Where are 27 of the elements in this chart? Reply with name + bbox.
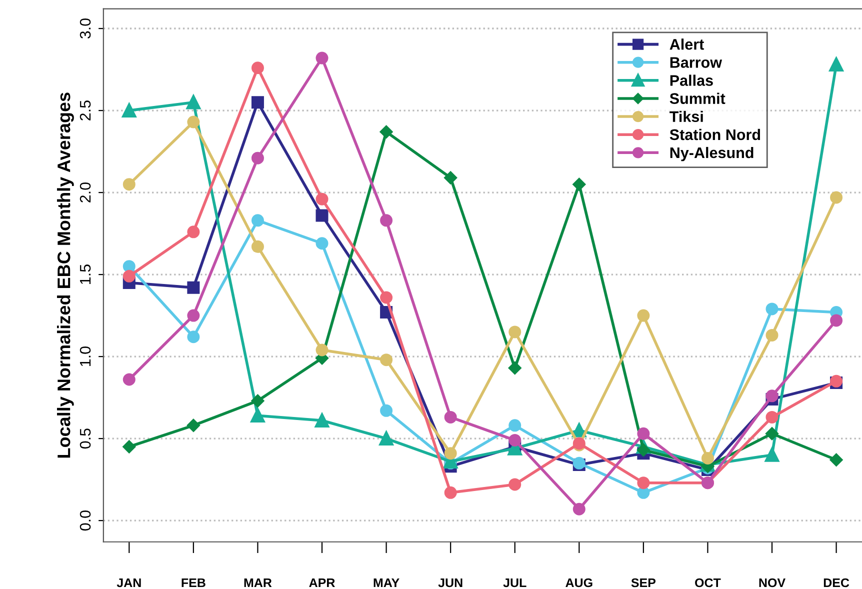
y-tick-label: 0.5: [80, 428, 91, 449]
legend-label: Barrow: [670, 57, 722, 68]
y-tick-label: 3.0: [80, 18, 91, 39]
x-tick-label: JAN: [116, 578, 141, 588]
x-tick-label: OCT: [695, 578, 721, 588]
x-tick-label: DEC: [824, 578, 850, 588]
y-tick-label: 2.5: [80, 100, 91, 120]
legend-label: Alert: [670, 38, 704, 50]
x-tick-label: AUG: [566, 578, 592, 588]
x-tick-label: FEB: [182, 578, 206, 588]
y-axis-title: Locally Normalized EBC Monthly Averages: [57, 92, 74, 458]
legend-label: Ny-Alesund: [670, 146, 754, 162]
x-tick-label: APR: [309, 578, 335, 588]
y-tick-label: 0.0: [80, 510, 91, 531]
x-tick-label: NOV: [759, 578, 786, 588]
x-tick-label: MAY: [374, 578, 400, 588]
x-tick-label: JUN: [438, 578, 462, 588]
x-tick-label: JUL: [503, 578, 526, 588]
legend-label: Pallas: [670, 74, 713, 86]
y-tick-label: 1.5: [80, 264, 91, 284]
x-tick-label: SEP: [631, 578, 656, 588]
x-tick-label: MAR: [244, 578, 272, 588]
legend-label: Tiksi: [670, 110, 703, 122]
legend-label: Station Nord: [670, 128, 760, 140]
y-tick-label: 2.0: [80, 182, 91, 202]
legend-label: Summit: [670, 92, 726, 104]
y-tick-label: 1.0: [80, 346, 91, 366]
